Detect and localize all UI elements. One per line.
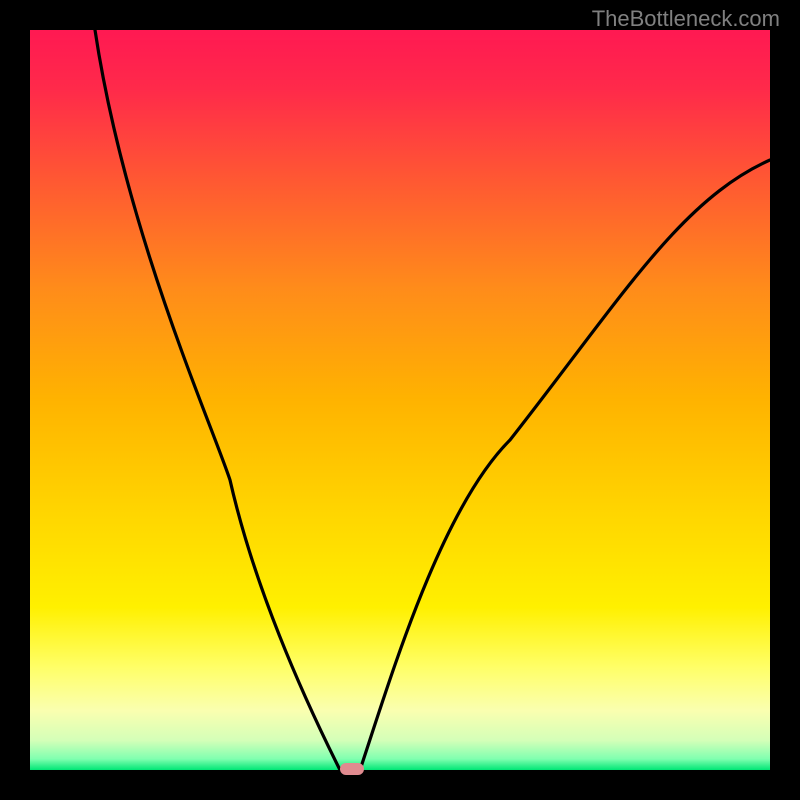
minimum-marker: [340, 763, 364, 775]
curve-right-branch: [360, 160, 770, 770]
curve-layer: [30, 30, 770, 770]
curve-left-branch: [95, 30, 340, 770]
plot-area: [30, 30, 770, 770]
watermark-text: TheBottleneck.com: [592, 6, 780, 32]
outer-frame: TheBottleneck.com: [0, 0, 800, 800]
